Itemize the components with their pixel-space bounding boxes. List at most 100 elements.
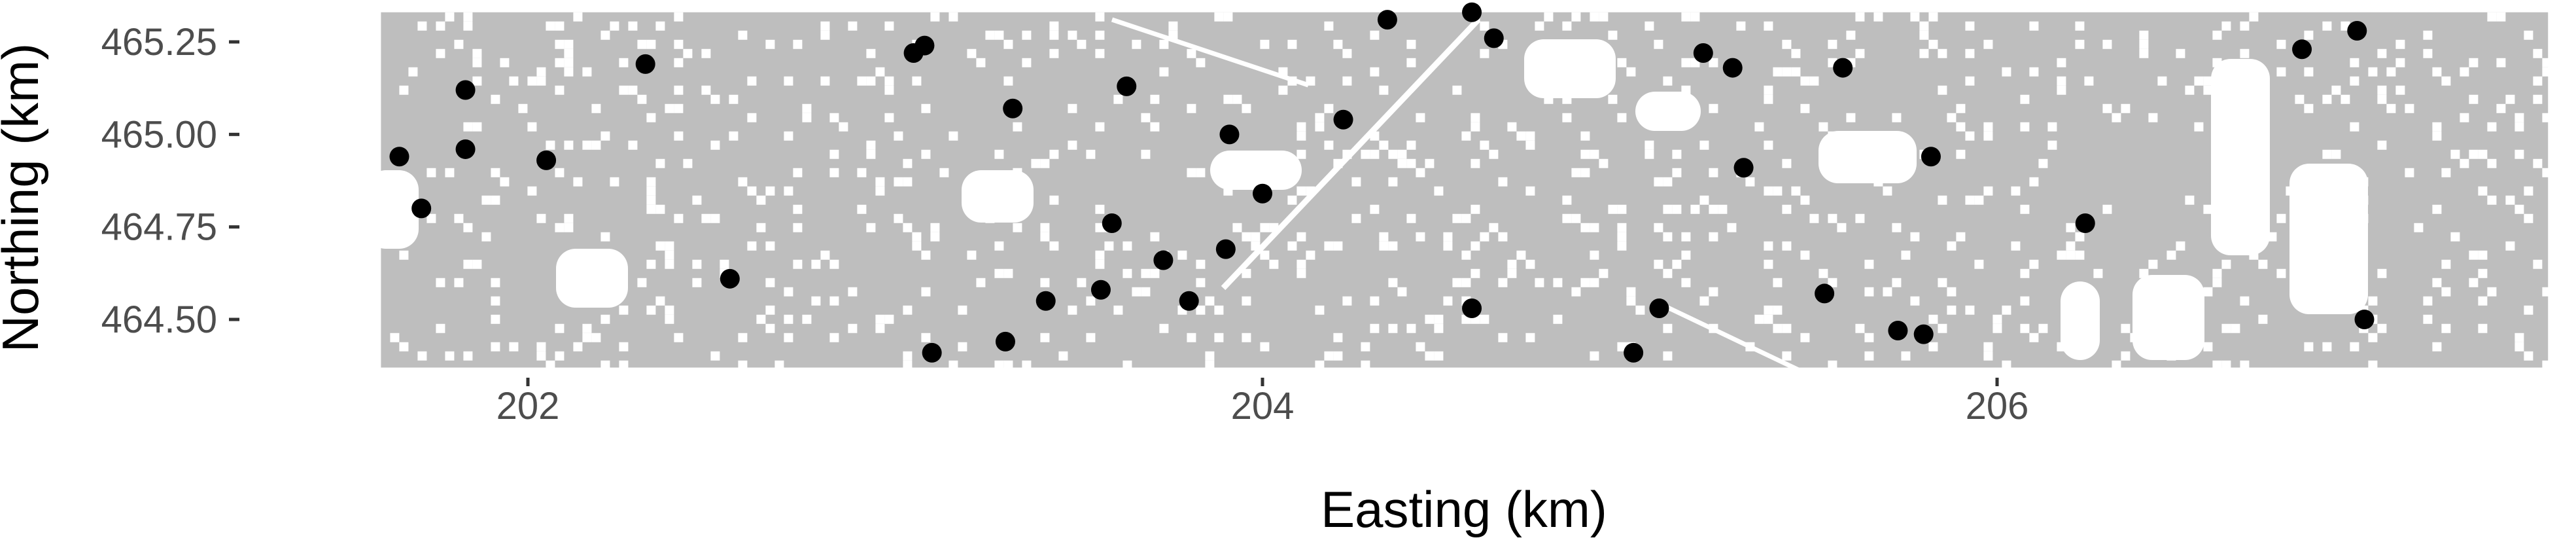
raster-gap xyxy=(2020,94,2030,104)
raster-gap xyxy=(1764,21,1773,31)
raster-gap xyxy=(784,76,793,86)
raster-gap xyxy=(1709,168,1718,177)
raster-gap xyxy=(1324,351,1334,361)
raster-gap xyxy=(1480,48,1489,58)
raster-gap xyxy=(1187,333,1196,342)
raster-gap xyxy=(903,360,913,370)
raster-gap xyxy=(1086,296,1096,306)
raster-gap xyxy=(1690,12,1700,22)
raster-gap xyxy=(472,76,482,86)
raster-gap xyxy=(1525,259,1535,269)
data-point xyxy=(2354,310,2375,329)
raster-gap xyxy=(1452,213,1462,223)
raster-gap xyxy=(738,177,748,187)
raster-clearing xyxy=(962,170,1034,223)
raster-gap xyxy=(1159,67,1169,77)
raster-gap xyxy=(1938,278,1947,287)
raster-gap xyxy=(2524,305,2533,315)
raster-gap xyxy=(1626,296,1636,306)
raster-gap xyxy=(2487,12,2497,22)
raster-gap xyxy=(2478,268,2488,278)
raster-gap xyxy=(1242,268,1251,278)
raster-gap xyxy=(1654,259,1663,269)
raster-gap xyxy=(1461,250,1471,260)
raster-gap xyxy=(1443,232,1453,242)
raster-gap xyxy=(2341,94,2350,104)
raster-gap xyxy=(1324,21,1334,31)
raster-clearing xyxy=(1210,151,1302,190)
raster-gap xyxy=(2185,85,2195,95)
raster-gap xyxy=(1361,342,1370,352)
raster-gap xyxy=(2231,323,2240,333)
raster-gap xyxy=(811,259,821,269)
raster-gap xyxy=(1397,287,1407,297)
raster-gap xyxy=(2515,333,2524,342)
raster-gap xyxy=(1013,223,1022,232)
raster-gap xyxy=(1525,333,1535,342)
raster-gap xyxy=(2542,360,2552,370)
raster-gap xyxy=(2221,21,2231,31)
raster-gap xyxy=(555,223,565,232)
raster-gap xyxy=(1003,76,1013,86)
raster-gap xyxy=(1645,140,1654,150)
raster-gap xyxy=(646,259,656,269)
raster-gap xyxy=(1425,158,1435,168)
raster-gap xyxy=(884,85,894,95)
raster-gap xyxy=(582,323,592,333)
raster-gap xyxy=(546,360,555,370)
y-tick-label: 464.75 xyxy=(101,206,217,249)
raster-gap xyxy=(546,21,555,31)
raster-gap xyxy=(1287,195,1297,205)
raster-gap xyxy=(1571,213,1581,223)
raster-gap xyxy=(1196,305,1206,315)
raster-gap xyxy=(1800,103,1810,113)
data-point xyxy=(1215,239,1236,259)
raster-gap xyxy=(1672,204,1682,214)
raster-gap xyxy=(1471,268,1480,278)
raster-gap xyxy=(463,12,473,22)
raster-gap xyxy=(2505,195,2515,205)
raster-gap xyxy=(1297,131,1306,141)
raster-gap xyxy=(1489,223,1499,232)
raster-gap xyxy=(1654,177,1663,187)
raster-gap xyxy=(1709,103,1718,113)
raster-gap xyxy=(1416,168,1425,177)
raster-gap xyxy=(2029,333,2039,342)
raster-gap xyxy=(665,250,674,260)
raster-gap xyxy=(921,287,931,297)
raster-gap xyxy=(2057,250,2066,260)
data-point xyxy=(1462,298,1482,319)
raster-gap xyxy=(1141,149,1151,159)
raster-gap xyxy=(2057,85,2066,95)
raster-gap xyxy=(564,213,574,223)
raster-gap xyxy=(646,305,656,315)
raster-gap xyxy=(399,342,409,352)
raster-gap xyxy=(1379,232,1389,242)
raster-gap xyxy=(1800,76,1810,86)
raster-gap xyxy=(1965,48,1975,58)
raster-gap xyxy=(665,259,674,269)
raster-gap xyxy=(967,250,977,260)
raster-gap xyxy=(1617,204,1627,214)
raster-gap xyxy=(1828,360,1837,370)
x-tick-label: 204 xyxy=(1231,385,1295,427)
raster-gap xyxy=(692,278,702,287)
raster-gap xyxy=(2432,342,2442,352)
raster-gap xyxy=(1434,314,1444,324)
raster-gap xyxy=(1681,232,1691,242)
raster-gap xyxy=(619,360,629,370)
raster-gap xyxy=(1764,94,1773,104)
raster-gap xyxy=(710,140,720,150)
raster-gap xyxy=(1141,268,1151,278)
raster-gap xyxy=(1864,333,1874,342)
raster-gap xyxy=(1471,241,1480,251)
raster-gap xyxy=(2377,268,2387,278)
raster-gap xyxy=(555,85,565,95)
raster-gap xyxy=(2249,12,2259,22)
raster-gap xyxy=(1974,195,1984,205)
raster-gap xyxy=(921,149,931,159)
raster-gap xyxy=(1846,30,1856,40)
raster-gap xyxy=(408,67,418,77)
raster-gap xyxy=(1068,103,1077,113)
raster-gap xyxy=(1132,287,1141,297)
